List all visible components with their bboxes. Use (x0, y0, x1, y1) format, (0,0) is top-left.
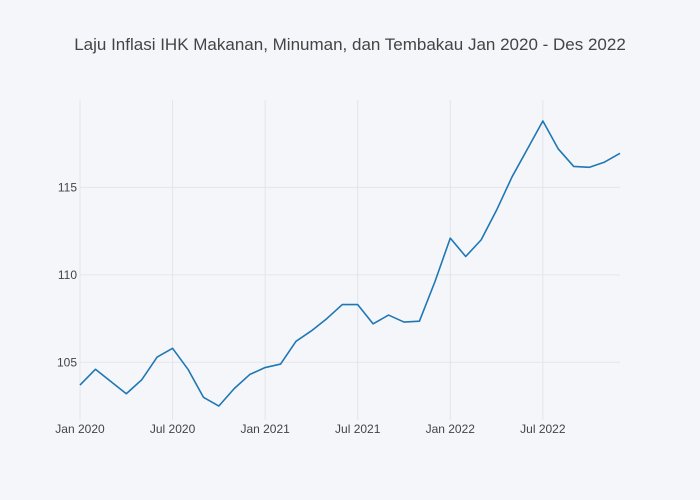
data-point (140, 378, 144, 382)
data-point (402, 320, 406, 324)
x-tick-label: Jan 2022 (426, 422, 476, 436)
data-point (371, 322, 375, 326)
data-point (294, 339, 298, 343)
data-point (78, 383, 82, 387)
chart-title: Laju Inflasi IHK Makanan, Minuman, dan T… (74, 35, 626, 54)
y-tick-label: 110 (58, 268, 77, 282)
data-point (279, 362, 283, 366)
data-point (232, 387, 236, 391)
series-line (79, 120, 621, 407)
data-point (387, 313, 391, 317)
data-point (340, 303, 344, 307)
data-point (309, 329, 313, 333)
data-point (479, 238, 483, 242)
data-point (448, 236, 452, 240)
x-tick-label: Jul 2020 (150, 422, 196, 436)
data-point (93, 367, 97, 371)
y-tick-label: 105 (57, 355, 77, 369)
data-point (124, 392, 128, 396)
data-point (464, 255, 468, 259)
x-tick-label: Jan 2021 (240, 422, 290, 436)
data-point (248, 373, 252, 377)
data-point (603, 160, 607, 164)
data-point (356, 303, 360, 307)
data-point (155, 355, 159, 359)
x-tick-label: Jan 2020 (55, 422, 105, 436)
data-point (618, 151, 622, 155)
data-point (587, 165, 591, 169)
data-point (109, 380, 113, 384)
data-point (201, 395, 205, 399)
y-tick-label: 115 (58, 180, 77, 194)
data-point (263, 366, 267, 370)
x-tick-label: Jul 2022 (520, 422, 566, 436)
data-point (186, 367, 190, 371)
axes: Jan 2020 Jul 2020 Jan 2021 Jul 2021 Jan 2022… (55, 180, 566, 436)
data-point (417, 319, 421, 323)
data-point (495, 208, 499, 212)
data-point (525, 147, 529, 151)
grid (79, 100, 620, 420)
plot-area (78, 119, 622, 408)
data-point (572, 164, 576, 168)
data-point (510, 175, 514, 179)
data-point (541, 119, 545, 123)
x-tick-label: Jul 2021 (335, 422, 381, 436)
data-point (556, 147, 560, 151)
data-point (171, 346, 175, 350)
data-point (325, 317, 329, 321)
data-point (217, 404, 221, 408)
data-point (433, 280, 437, 284)
